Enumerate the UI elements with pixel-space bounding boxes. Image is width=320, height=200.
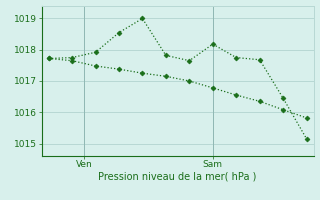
X-axis label: Pression niveau de la mer( hPa ): Pression niveau de la mer( hPa ) — [99, 172, 257, 182]
